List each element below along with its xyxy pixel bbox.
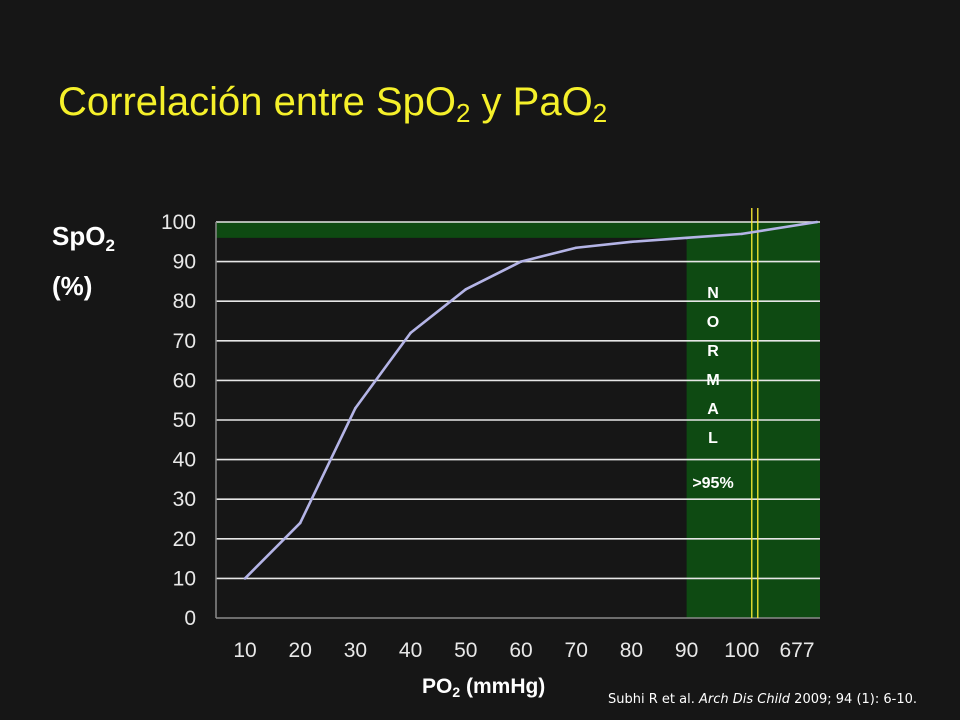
normal-threshold-label: >95%: [692, 475, 733, 492]
x-tick-label: 100: [724, 639, 759, 662]
y-tick-label: 30: [173, 488, 196, 511]
citation: Subhi R et al. Arch Dis Child 2009; 94 (…: [608, 692, 918, 707]
y-tick-label: 20: [173, 528, 196, 551]
data-point: [409, 331, 412, 335]
normal-letter: L: [708, 430, 718, 447]
x-tick-label: 80: [620, 639, 643, 662]
data-point: [574, 246, 578, 250]
y-axis-label: SpO2 (%): [52, 221, 115, 301]
y-tick-label: 0: [184, 607, 196, 630]
data-point: [630, 240, 633, 244]
data-point: [298, 521, 302, 525]
y-tick-label: 10: [173, 567, 196, 590]
data-point: [464, 288, 468, 291]
data-point: [243, 577, 247, 580]
normal-letter: N: [707, 285, 719, 302]
x-axis-label: PO2 (mmHg): [422, 675, 546, 700]
y-tick-label: 90: [173, 251, 196, 274]
data-point: [354, 406, 357, 410]
x-tick-label: 60: [509, 639, 532, 662]
page-title: Correlación entre SpO2 y PaO2: [58, 80, 608, 128]
data-point: [740, 232, 744, 236]
normal-letter: R: [707, 343, 719, 360]
normal-spo2-band: [216, 222, 820, 238]
y-tick-label: 100: [161, 211, 196, 234]
x-tick-label: 677: [779, 639, 814, 662]
x-tick-label: 30: [344, 639, 367, 662]
normal-letter: A: [707, 401, 719, 418]
data-point: [815, 220, 819, 224]
x-tick-label: 70: [565, 639, 588, 662]
normal-letter: M: [706, 372, 719, 389]
data-point: [519, 260, 523, 263]
x-tick-label: 50: [454, 639, 477, 662]
y-tick-label: 70: [173, 330, 196, 353]
data-point: [685, 236, 688, 240]
x-tick-label: 20: [289, 639, 312, 662]
normal-letter: O: [707, 314, 719, 331]
y-tick-label: 40: [173, 449, 196, 472]
y-tick-label: 50: [173, 409, 196, 432]
x-tick-label: 40: [399, 639, 422, 662]
y-tick-label: 80: [173, 290, 196, 313]
x-tick-label: 10: [233, 639, 256, 662]
x-tick-label: 90: [675, 639, 698, 662]
y-tick-label: 60: [173, 369, 196, 392]
